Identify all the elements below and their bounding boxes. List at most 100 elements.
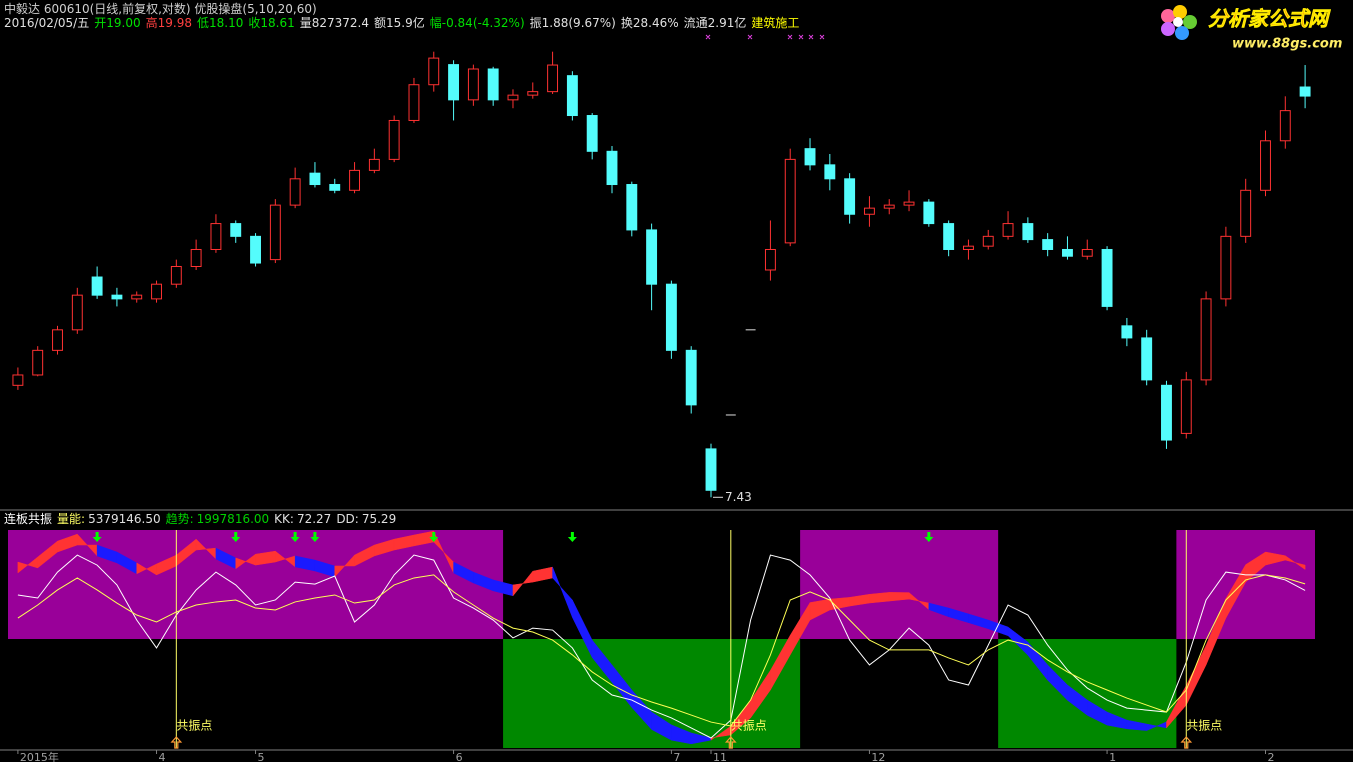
- candle-body: [170, 265, 182, 285]
- candle-body: [547, 64, 559, 93]
- logo-icon: [1161, 5, 1197, 40]
- candle-body: [527, 91, 539, 96]
- signal-arrow: [290, 532, 300, 542]
- candle-body: [705, 448, 717, 491]
- candle-body: [289, 178, 301, 206]
- candle-body: [1299, 86, 1311, 97]
- indicator-name: 连板共振: [4, 512, 53, 526]
- x-tick-label: 6: [456, 751, 463, 762]
- candle-body: [923, 201, 935, 225]
- info-value: 19.00: [106, 16, 141, 30]
- zone: [8, 530, 504, 639]
- date: 2016/02/05/五: [4, 16, 90, 30]
- candle-body: [685, 349, 697, 406]
- indicator-value: 72.27: [296, 512, 332, 526]
- candle-body: [190, 248, 202, 267]
- info-value: 18.61: [260, 16, 295, 30]
- petal-center: [1173, 17, 1183, 27]
- petal: [1175, 26, 1189, 40]
- info-label: 高: [145, 16, 158, 30]
- candle-body: [606, 150, 618, 186]
- candle-body: [250, 235, 261, 264]
- info-value: -0.84(-4.32%): [441, 16, 525, 30]
- candle-body: [903, 201, 915, 206]
- info-value: 15.9亿: [386, 16, 425, 30]
- band-segment: [512, 570, 534, 597]
- band-segment: [1285, 555, 1306, 570]
- indicator-value: 5379146.50: [88, 512, 161, 526]
- candle-body: [1200, 298, 1212, 381]
- title: 中毅达 600610(日线,前复权,对数) 优股操盘(5,10,20,60): [4, 2, 317, 16]
- info-label: 收: [248, 16, 261, 30]
- candle-body: [1240, 189, 1252, 237]
- low-label: 7.43: [725, 490, 752, 504]
- resonance-arrow: [724, 736, 737, 749]
- zone: [998, 639, 1177, 748]
- candle-body: [12, 374, 24, 386]
- candle-body: [408, 84, 420, 121]
- candle-body: [1081, 248, 1093, 257]
- info-label: 幅: [429, 16, 442, 30]
- info-value: 18.10: [208, 16, 244, 30]
- indicator-line: [17, 554, 1306, 739]
- candle-body: [1121, 325, 1133, 339]
- markers: [705, 34, 825, 40]
- candle-body: [962, 245, 974, 250]
- info-line: 2016/02/05/五 开19.00 高19.98 低18.10 收18.61 量827…: [4, 16, 799, 30]
- candle-body: [329, 184, 341, 191]
- candle-body: [943, 223, 955, 250]
- band-segment: [869, 592, 890, 604]
- info-value: 2.91亿: [707, 16, 747, 30]
- candle-body: [1042, 239, 1054, 250]
- x-tick-label: 2: [1267, 751, 1274, 762]
- candle-body: [210, 223, 222, 250]
- info-label: 低: [196, 16, 209, 30]
- petal: [1183, 15, 1197, 29]
- candle-body: [52, 329, 63, 351]
- candle-body: [230, 223, 242, 237]
- x-tick-label: 7: [673, 751, 680, 762]
- info-value: 19.98: [157, 16, 192, 30]
- logo-url: www.88gs.com: [1232, 37, 1342, 52]
- candle-body: [1260, 140, 1271, 191]
- candle-body: [388, 119, 400, 160]
- petal: [1161, 9, 1175, 23]
- candle-body: [1022, 223, 1034, 241]
- candle-body: [863, 207, 875, 215]
- candle-body: [507, 94, 519, 101]
- resonance-arrow: [170, 736, 183, 749]
- x-tick-label: 5: [258, 751, 265, 762]
- indicator-header: 连板共振 量能: 5379146.50 趋势: 1997816.00 KK: 72.27 DD…: [4, 512, 396, 526]
- candle-body: [784, 158, 796, 244]
- candle-body: [269, 204, 281, 261]
- candle-body: [1062, 248, 1073, 257]
- x-tick-label: 11: [713, 751, 727, 762]
- candle-body: [982, 235, 994, 247]
- resonance-arrow: [1180, 736, 1193, 749]
- info-label: 振: [529, 16, 542, 30]
- sector: 建筑施工: [751, 16, 800, 30]
- candle-body: [32, 349, 44, 376]
- info-label: 量: [299, 16, 312, 30]
- candle-body: [309, 172, 321, 186]
- candle-body: [428, 57, 440, 86]
- signal-arrow: [310, 532, 320, 542]
- indicator-label: 趋势:: [165, 512, 194, 526]
- candle-body: [151, 283, 162, 300]
- candle-body: [586, 115, 598, 152]
- candle-body: [646, 229, 658, 285]
- candle-body: [566, 75, 578, 117]
- title-line: 中毅达 600610(日线,前复权,对数) 优股操盘(5,10,20,60): [4, 2, 317, 16]
- candle-body: [804, 148, 816, 166]
- info-value: 827372.4: [311, 16, 369, 30]
- signal-arrow: [231, 532, 241, 542]
- candle-body: [1002, 223, 1014, 237]
- candle-body: [1141, 337, 1153, 381]
- logo-name: 分析家公式网: [1208, 7, 1331, 31]
- indicator-label: KK:: [274, 512, 294, 526]
- candle-body: [665, 283, 677, 351]
- x-tick-label: 1: [1109, 751, 1116, 762]
- info-label: 换: [620, 16, 633, 30]
